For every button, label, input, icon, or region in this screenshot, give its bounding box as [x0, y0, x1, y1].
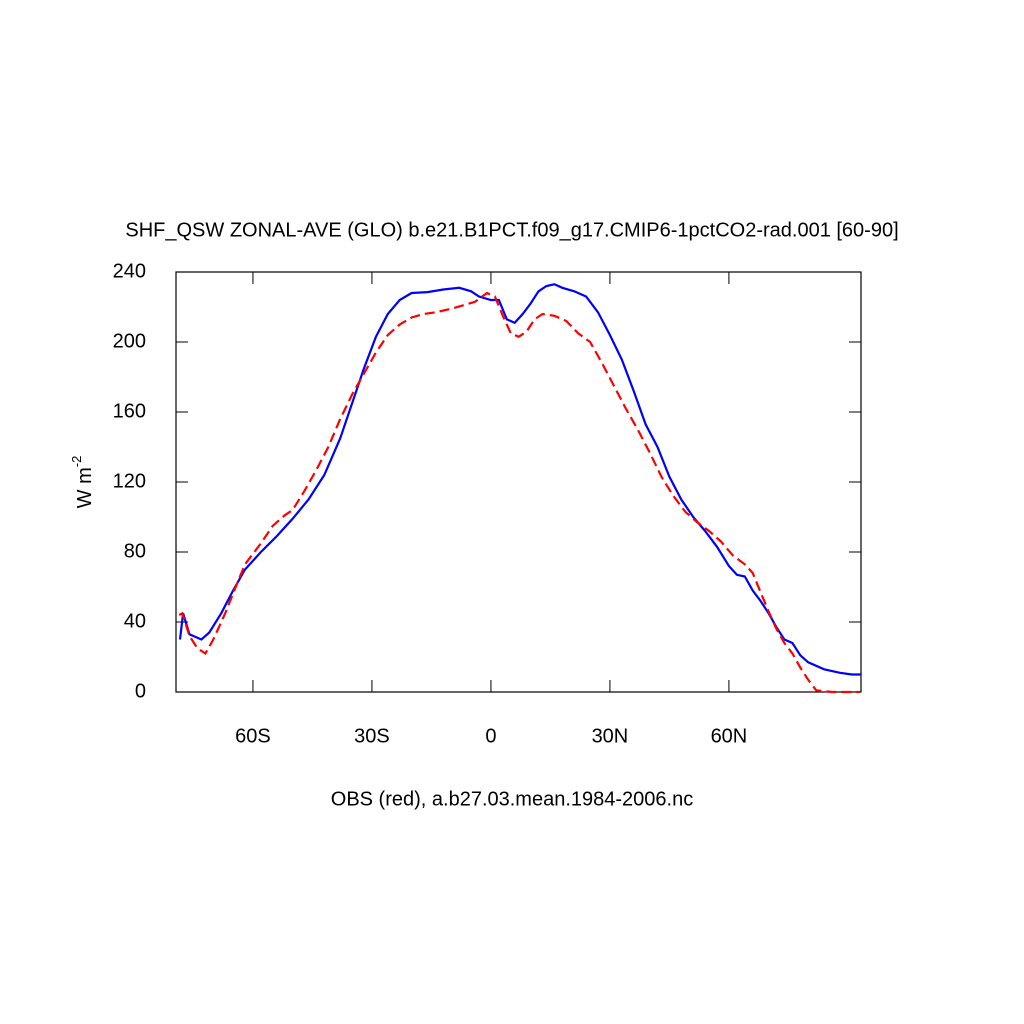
y-axis-label-text: W m: [74, 467, 96, 508]
y-tick-label: 80: [124, 540, 146, 562]
chart-title: SHF_QSW ZONAL-AVE (GLO) b.e21.B1PCT.f09_…: [125, 219, 898, 241]
plot-frame: [175, 271, 862, 693]
y-tick-label: 40: [124, 610, 146, 632]
y-tick-label: 160: [113, 400, 146, 422]
data-line: [178, 291, 860, 694]
x-tick-label: 60N: [711, 725, 748, 747]
y-tick-label: 200: [113, 330, 146, 352]
x-tick-label: 30N: [592, 725, 629, 747]
data-line: [178, 283, 861, 676]
x-tick-label: 60S: [235, 725, 271, 747]
y-tick-label: 240: [113, 260, 146, 282]
x-tick-label: 30S: [354, 725, 390, 747]
y-tick-label: 120: [113, 470, 146, 492]
x-tick-label: 0: [485, 725, 496, 747]
y-axis-label-sup: -2: [69, 456, 84, 468]
y-axis-label: W m-2: [69, 456, 96, 509]
x-axis-label: OBS (red), a.b27.03.mean.1984-2006.nc: [331, 788, 693, 810]
y-tick-label: 0: [135, 680, 146, 702]
